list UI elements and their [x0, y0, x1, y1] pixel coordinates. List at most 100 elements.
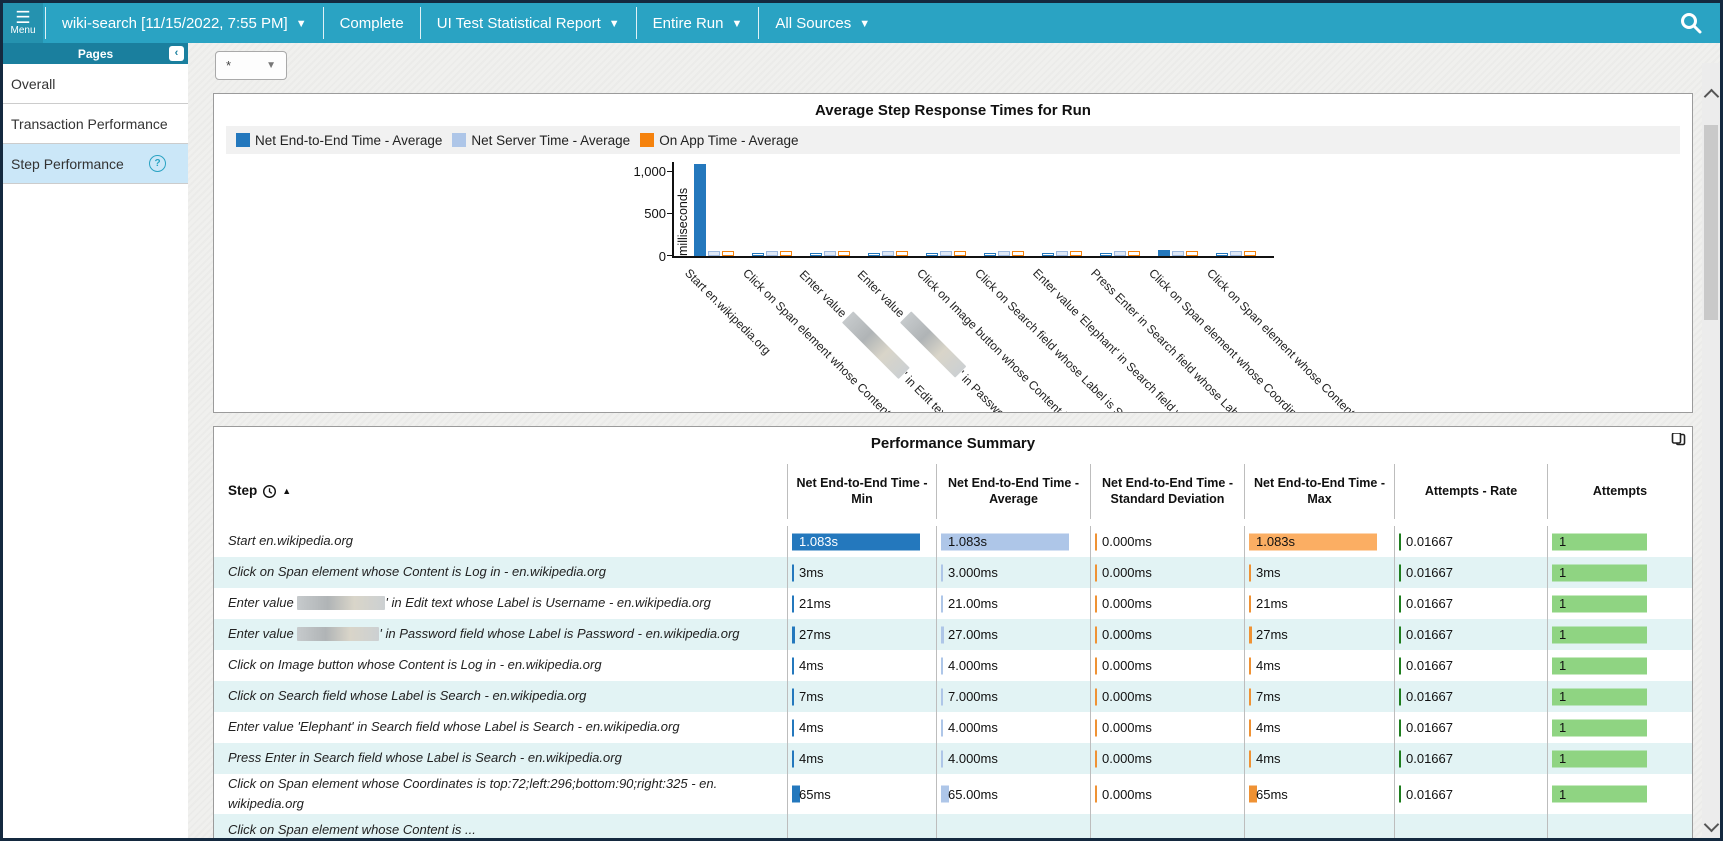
rate-cell: 0.01667 — [1394, 774, 1547, 815]
copy-button[interactable] — [1671, 433, 1687, 450]
column-header-1[interactable]: Net End-to-End Time - Min — [787, 464, 936, 519]
column-header-2[interactable]: Net End-to-End Time - Average — [936, 464, 1090, 519]
cell-value: 1.083s — [1256, 534, 1296, 549]
cell-bar — [1552, 533, 1647, 550]
cell-bar — [1399, 533, 1401, 550]
table-header-row: Step ▲ Net End-to-End Time - Min Net End-to… — [214, 464, 1692, 519]
cell-value: 1 — [1559, 596, 1567, 611]
value-cell: 27.00ms — [936, 619, 1090, 650]
value-cell: 0.000ms — [1090, 681, 1244, 712]
report-selector[interactable]: UI Test Statistical Report ▼ — [423, 3, 634, 43]
menu-label: Menu — [10, 24, 36, 36]
value-cell: 4ms — [787, 743, 936, 774]
step-text-fragment: Click on Span element whose Coordinates … — [228, 776, 718, 791]
step-text-fragment: Enter value — [228, 626, 298, 642]
step-cell: Click on Span element whose Content is L… — [214, 557, 787, 588]
bar-net-end-to-end — [926, 253, 938, 256]
bar-on-app — [1070, 251, 1082, 256]
value-cell: 3ms — [787, 557, 936, 588]
menu-button[interactable]: ☰ Menu — [3, 3, 43, 43]
scroll-down-icon[interactable] — [1703, 816, 1720, 833]
value-cell: 65ms — [787, 774, 936, 815]
cell-bar — [792, 750, 794, 767]
search-button[interactable] — [1678, 10, 1704, 36]
y-axis-line — [672, 162, 674, 256]
help-icon[interactable]: ? — [149, 155, 166, 172]
value-cell: 27ms — [1244, 619, 1394, 650]
cell-bar — [1399, 626, 1401, 643]
attempts-cell: 1 — [1547, 712, 1692, 743]
bar-on-app — [722, 251, 734, 256]
value-cell: 27ms — [787, 619, 936, 650]
column-header-3[interactable]: Net End-to-End Time - Standard Deviation — [1090, 464, 1244, 519]
attempts-cell: 1 — [1547, 619, 1692, 650]
value-cell: 0.000ms — [1090, 526, 1244, 557]
attempts-cell: 1 — [1547, 526, 1692, 557]
sidebar-collapse-button[interactable]: ‹ — [169, 46, 184, 61]
cell-bar — [1249, 626, 1252, 643]
vertical-scrollbar[interactable] — [1702, 63, 1720, 838]
sources-selector[interactable]: All Sources ▼ — [761, 3, 884, 43]
cell-value: 0.000ms — [1102, 751, 1152, 766]
step-cell: Press Enter in Search field whose Label … — [214, 743, 787, 774]
sidebar-item-label: Overall — [11, 75, 56, 92]
sidebar-item-step-performance[interactable]: Step Performance? — [3, 144, 188, 184]
cell-bar — [1552, 785, 1647, 803]
table-row: Enter value ' in Password field whose La… — [214, 619, 1692, 650]
column-header-label: Net End-to-End Time - Max — [1253, 475, 1385, 506]
cell-value: 1 — [1559, 534, 1567, 549]
table-row: Click on Search field whose Label is Sea… — [214, 681, 1692, 712]
value-cell: 7ms — [787, 681, 936, 712]
scrollbar-thumb[interactable] — [1704, 125, 1718, 320]
report-selector-label: UI Test Statistical Report — [436, 14, 601, 32]
cell-value: 4ms — [1256, 751, 1281, 766]
cell-bar — [941, 719, 943, 736]
bar-net-end-to-end — [984, 253, 996, 256]
step-cell: Enter value ' in Password field whose La… — [214, 619, 787, 650]
y-tick-label: 500 — [644, 206, 666, 221]
step-filter-dropdown[interactable]: * ▼ — [215, 51, 287, 80]
bar-net-server — [1172, 251, 1184, 256]
sidebar-item-label: Transaction Performance — [11, 115, 168, 132]
cell-bar — [792, 688, 794, 705]
value-cell: 21ms — [1244, 588, 1394, 619]
table-body: Start en.wikipedia.org 1.083s 1.083s 0.000m… — [214, 526, 1692, 838]
cell-bar — [1552, 595, 1647, 612]
cell-bar — [1552, 564, 1647, 581]
filter-value: * — [226, 58, 232, 73]
sidebar-item-overall[interactable]: Overall — [3, 64, 188, 104]
sidebar-item-transaction-performance[interactable]: Transaction Performance — [3, 104, 188, 144]
cell-value: 27ms — [1256, 627, 1288, 642]
cell-bar — [1399, 595, 1401, 612]
value-cell: 0.000ms — [1090, 774, 1244, 815]
step-text-fragment: Click on Span element whose Content is L… — [228, 564, 606, 580]
cell-bar — [1095, 564, 1097, 581]
step-name: Click on Span element whose Content is .… — [228, 820, 476, 838]
hamburger-icon: ☰ — [15, 7, 31, 27]
value-cell: 7.000ms — [936, 681, 1090, 712]
legend-item: Net Server Time - Average — [452, 133, 630, 148]
bar-on-app — [1244, 251, 1256, 256]
cell-bar — [1399, 657, 1401, 674]
rate-cell: 0.01667 — [1394, 712, 1547, 743]
column-header-4[interactable]: Net End-to-End Time - Max — [1244, 464, 1394, 519]
scope-selector[interactable]: Entire Run ▼ — [639, 3, 757, 43]
column-header-6[interactable]: Attempts — [1547, 464, 1692, 519]
run-selector[interactable]: wiki-search [11/15/2022, 7:55 PM] ▼ — [48, 3, 321, 43]
step-text-fragment: Press Enter in Search field whose Label … — [228, 750, 622, 766]
y-axis-label: milliseconds — [676, 187, 690, 256]
step-name: Enter value ' in Edit text whose Label i… — [228, 593, 711, 613]
column-header-step[interactable]: Step ▲ — [214, 464, 787, 519]
cell-bar — [1552, 626, 1647, 643]
value-cell: 3ms — [1244, 557, 1394, 588]
cell-value: 1 — [1559, 720, 1567, 735]
bar-on-app — [1186, 251, 1198, 256]
cell-value: 0.000ms — [1102, 689, 1152, 704]
value-cell — [1244, 814, 1394, 838]
bar-net-server — [824, 251, 836, 256]
scroll-up-icon[interactable] — [1703, 88, 1720, 105]
value-cell: 4.000ms — [936, 743, 1090, 774]
cell-value: 1 — [1559, 689, 1567, 704]
column-header-5[interactable]: Attempts - Rate — [1394, 464, 1547, 519]
rate-cell — [1394, 814, 1547, 838]
